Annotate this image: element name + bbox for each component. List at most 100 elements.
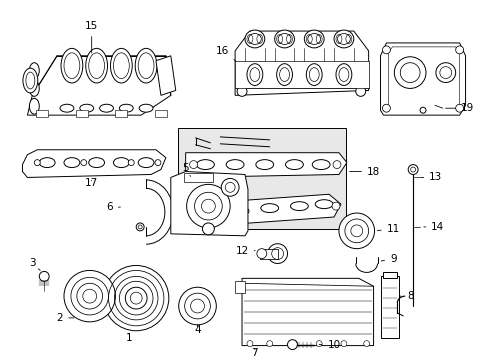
Ellipse shape <box>64 158 80 167</box>
Ellipse shape <box>110 48 132 83</box>
Ellipse shape <box>201 210 219 219</box>
Text: 9: 9 <box>381 253 396 264</box>
Circle shape <box>393 57 425 89</box>
Ellipse shape <box>244 30 264 48</box>
Polygon shape <box>242 278 373 346</box>
Circle shape <box>221 179 239 196</box>
Circle shape <box>155 159 161 166</box>
Circle shape <box>128 159 134 166</box>
Ellipse shape <box>231 207 248 216</box>
Circle shape <box>246 341 252 347</box>
Polygon shape <box>185 153 346 177</box>
Circle shape <box>202 223 214 235</box>
Ellipse shape <box>333 30 353 48</box>
Bar <box>183 172 213 183</box>
Bar <box>36 110 48 117</box>
Circle shape <box>193 210 201 218</box>
Text: 2: 2 <box>57 313 74 323</box>
Polygon shape <box>380 43 465 115</box>
Ellipse shape <box>274 30 294 48</box>
Ellipse shape <box>60 104 74 112</box>
Circle shape <box>435 63 455 82</box>
Text: 5: 5 <box>182 163 190 176</box>
Circle shape <box>455 104 463 112</box>
Bar <box>115 110 127 117</box>
Text: 12: 12 <box>235 246 255 256</box>
Text: 13: 13 <box>420 172 442 183</box>
Circle shape <box>407 165 417 175</box>
Circle shape <box>189 161 197 168</box>
Text: 15: 15 <box>85 21 98 53</box>
Ellipse shape <box>276 64 292 85</box>
Ellipse shape <box>226 159 244 170</box>
Ellipse shape <box>246 64 262 85</box>
Text: 3: 3 <box>29 258 40 270</box>
Text: 11: 11 <box>377 224 399 234</box>
Ellipse shape <box>312 159 329 170</box>
Circle shape <box>178 287 216 325</box>
Ellipse shape <box>23 68 38 93</box>
Circle shape <box>291 341 297 347</box>
Ellipse shape <box>139 104 153 112</box>
Ellipse shape <box>100 104 113 112</box>
Bar <box>383 273 397 278</box>
Circle shape <box>316 341 322 347</box>
Text: 7: 7 <box>251 347 258 357</box>
Circle shape <box>363 341 369 347</box>
Circle shape <box>186 184 230 228</box>
Ellipse shape <box>304 73 324 84</box>
Circle shape <box>34 159 40 166</box>
Polygon shape <box>235 31 368 95</box>
Bar <box>235 61 368 89</box>
Circle shape <box>331 202 339 210</box>
Text: 17: 17 <box>85 179 98 188</box>
Ellipse shape <box>333 73 353 84</box>
Bar <box>155 110 166 117</box>
Ellipse shape <box>39 158 55 167</box>
Circle shape <box>382 46 389 54</box>
Ellipse shape <box>260 204 278 212</box>
Circle shape <box>355 86 365 96</box>
Ellipse shape <box>255 159 273 170</box>
Circle shape <box>81 159 86 166</box>
Circle shape <box>287 339 297 350</box>
Ellipse shape <box>113 158 129 167</box>
Ellipse shape <box>29 63 39 78</box>
Bar <box>235 281 244 293</box>
Ellipse shape <box>290 202 307 211</box>
Polygon shape <box>27 56 170 115</box>
Text: 1: 1 <box>126 333 132 343</box>
Circle shape <box>237 86 246 96</box>
Circle shape <box>332 161 340 168</box>
Circle shape <box>455 46 463 54</box>
Ellipse shape <box>29 98 39 114</box>
Bar <box>259 249 277 258</box>
Polygon shape <box>190 194 340 227</box>
Circle shape <box>125 287 147 309</box>
Ellipse shape <box>274 73 294 84</box>
Ellipse shape <box>196 159 214 170</box>
Bar <box>381 276 399 338</box>
Ellipse shape <box>285 159 303 170</box>
Circle shape <box>382 104 389 112</box>
Bar <box>177 128 345 229</box>
Ellipse shape <box>61 48 82 83</box>
Polygon shape <box>22 150 165 177</box>
Circle shape <box>103 265 168 331</box>
Polygon shape <box>170 171 247 236</box>
Text: 10: 10 <box>319 339 340 350</box>
Circle shape <box>267 244 287 264</box>
Text: 6: 6 <box>106 202 120 212</box>
Ellipse shape <box>80 104 94 112</box>
Ellipse shape <box>315 200 332 208</box>
Circle shape <box>338 213 374 249</box>
Text: 18: 18 <box>349 167 380 176</box>
Ellipse shape <box>119 104 133 112</box>
Ellipse shape <box>304 30 324 48</box>
Ellipse shape <box>85 48 107 83</box>
Text: 14: 14 <box>423 222 444 232</box>
Text: 8: 8 <box>399 291 413 301</box>
Circle shape <box>340 341 346 347</box>
Ellipse shape <box>244 73 264 84</box>
Bar <box>76 110 87 117</box>
